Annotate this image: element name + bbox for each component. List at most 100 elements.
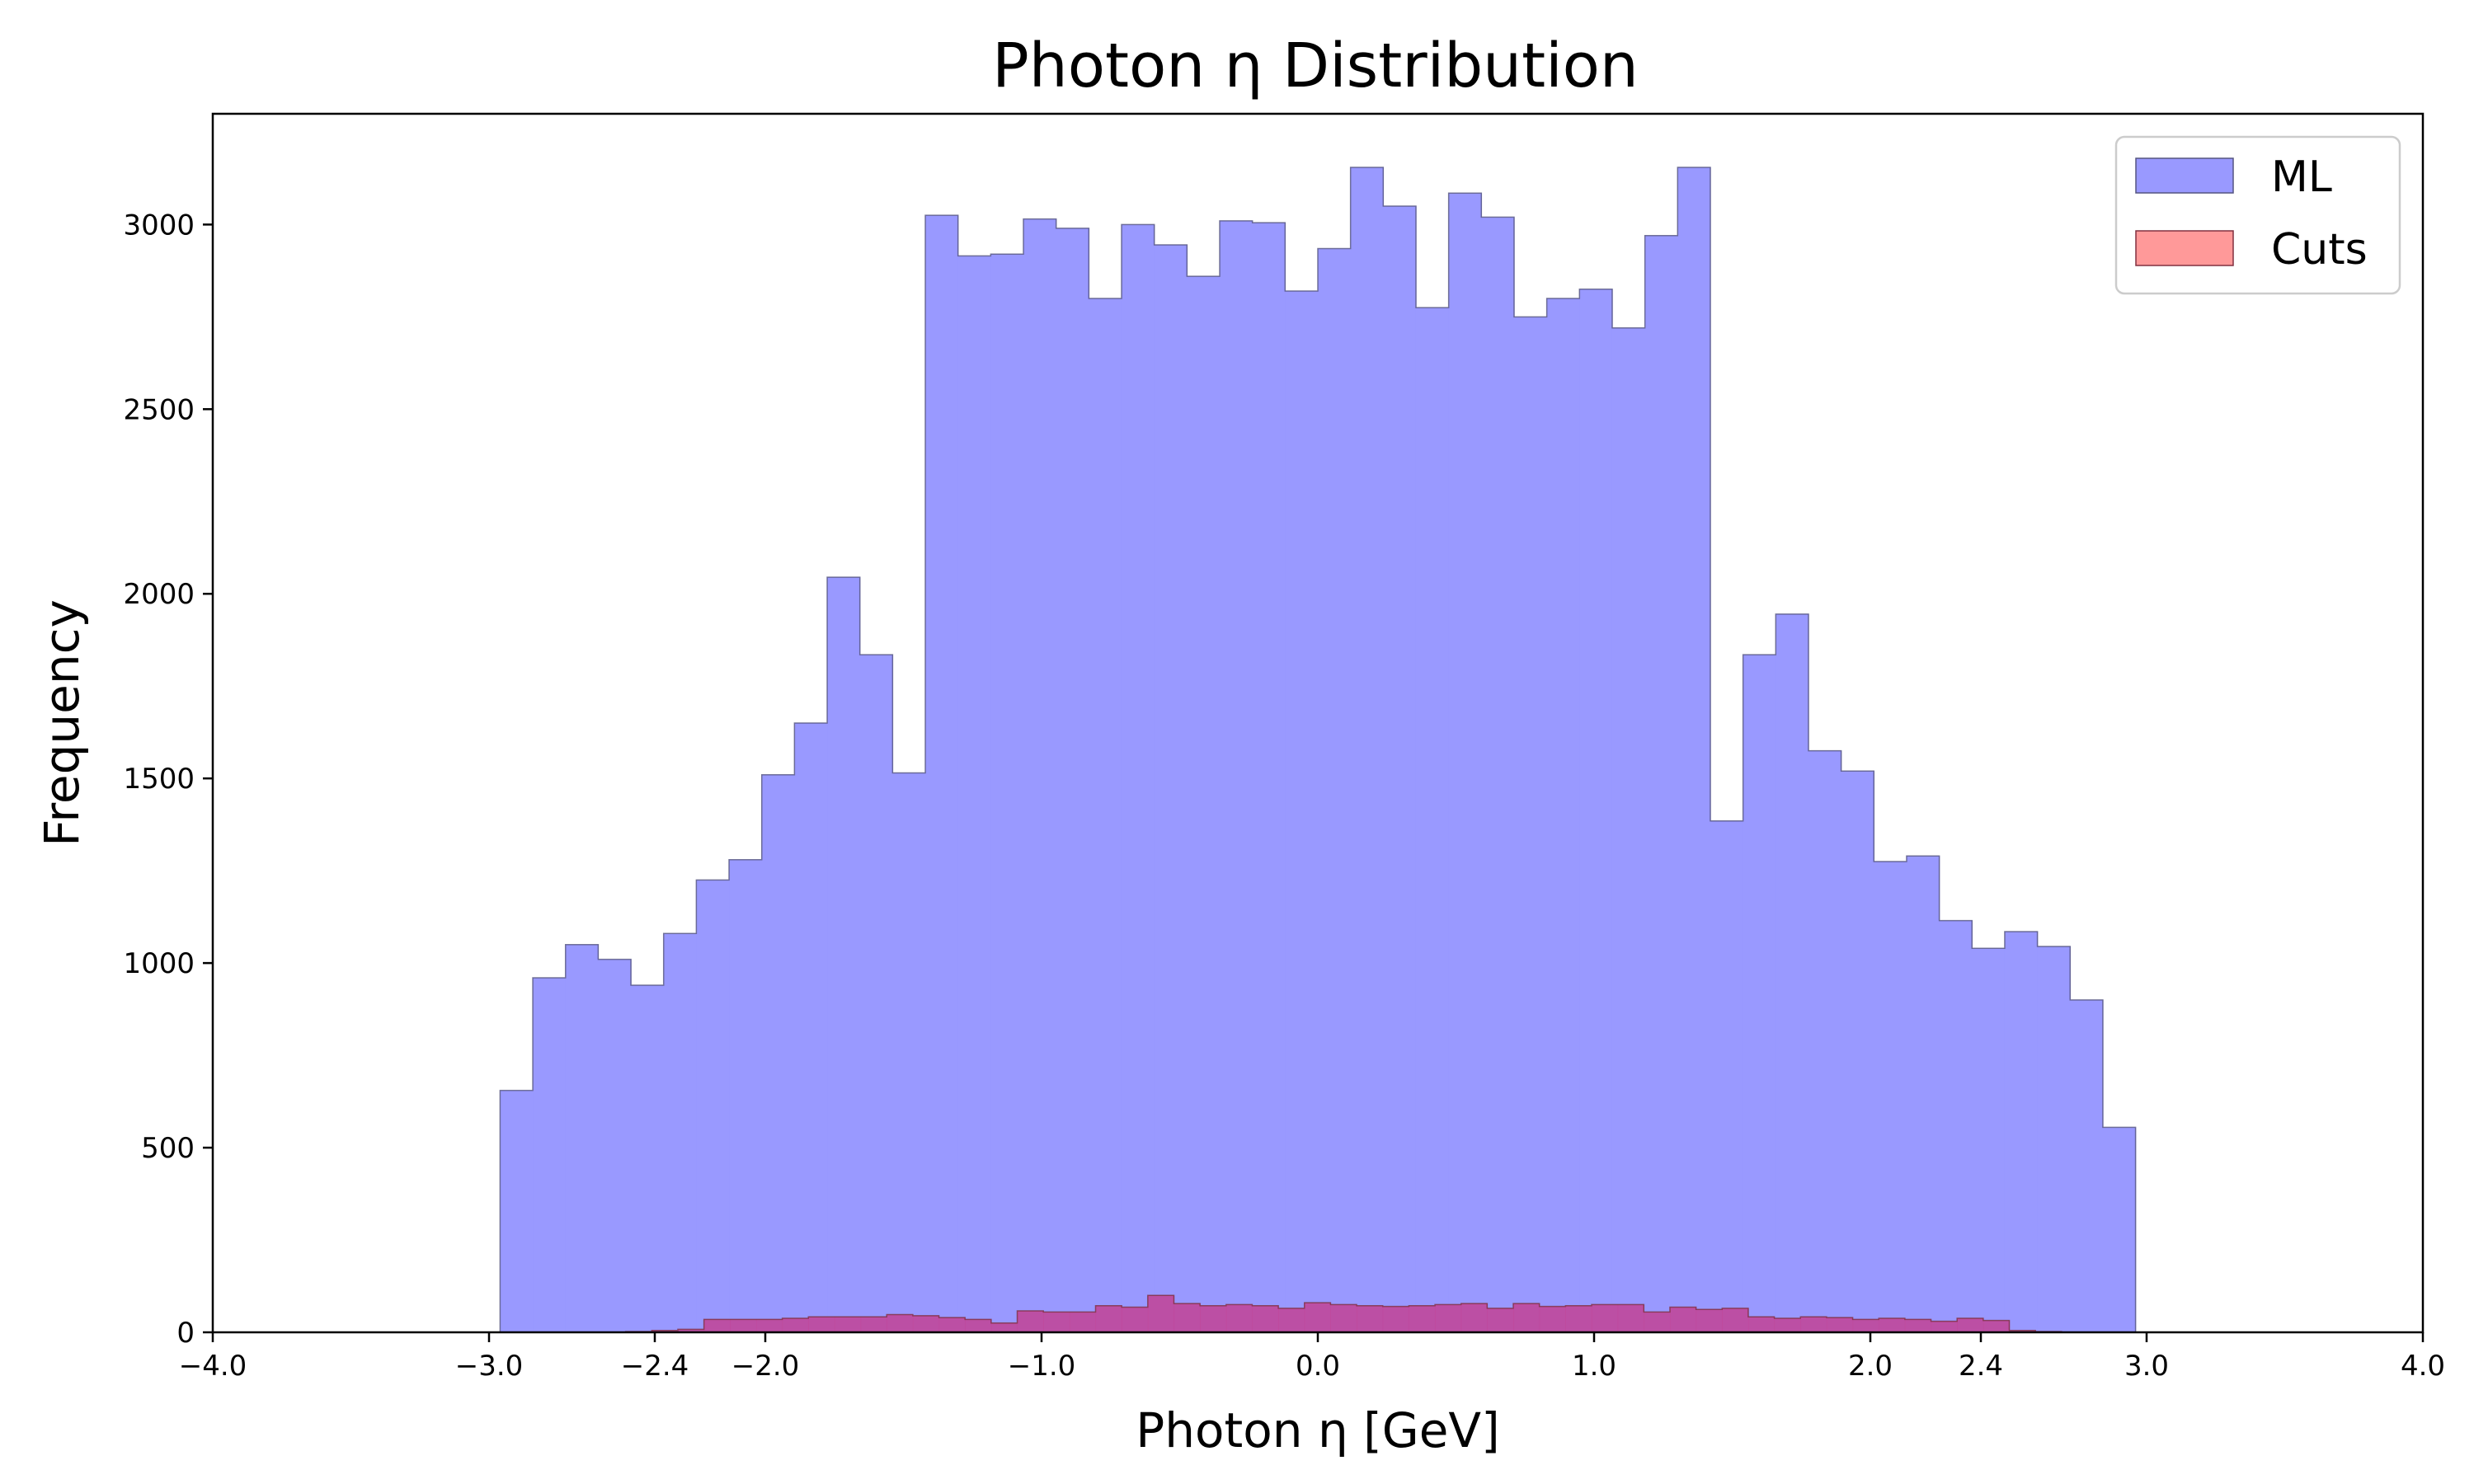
histogram-bar (1539, 1306, 1566, 1332)
histogram-bar (1776, 613, 1809, 1332)
y-axis-label: Frequency (34, 599, 90, 847)
histogram-bar (1017, 1311, 1044, 1332)
histogram-bar (2102, 1127, 2137, 1332)
histogram-bar (1611, 327, 1646, 1333)
histogram-bar (1513, 1303, 1540, 1332)
histogram-bar (1710, 820, 1744, 1332)
histogram-bar (1800, 1317, 1827, 1332)
histogram-bar (1487, 1308, 1514, 1332)
histogram-bar (1644, 235, 1678, 1332)
histogram-bar (533, 978, 567, 1332)
histogram-bar (1252, 1305, 1279, 1332)
x-tick-label: −1.0 (1008, 1350, 1076, 1383)
histogram-bar (703, 1319, 731, 1332)
histogram-bar (1722, 1308, 1749, 1332)
histogram-bar (1591, 1304, 1619, 1332)
y-tick-label: 2000 (123, 578, 195, 611)
series-cuts (600, 1294, 2062, 1333)
histogram-bar (965, 1319, 992, 1332)
y-tick-label: 3000 (123, 209, 195, 242)
histogram-bar (990, 1322, 1018, 1332)
histogram-bar (1743, 655, 1776, 1332)
histogram-bar (1808, 750, 1842, 1332)
histogram-bar (1304, 1303, 1332, 1332)
histogram-bar (1677, 167, 1711, 1333)
histogram-bar (925, 215, 959, 1333)
legend-swatch-cuts (2135, 230, 2234, 266)
histogram-bar (1565, 1305, 1592, 1332)
histogram-bar (1982, 1320, 2011, 1332)
histogram-bar (1285, 290, 1319, 1332)
legend-label-ml: ML (2271, 153, 2332, 202)
histogram-bar (1147, 1295, 1175, 1332)
histogram-bar (1095, 1305, 1122, 1332)
histogram-bar (1852, 1319, 1879, 1332)
histogram-bar (859, 655, 893, 1332)
histogram-bar (1220, 220, 1253, 1332)
y-tick-label: 1000 (123, 947, 195, 980)
x-tick-label: −4.0 (179, 1350, 247, 1383)
histogram-bar (990, 254, 1024, 1332)
histogram-bar (1939, 920, 1973, 1332)
histogram-bar (2037, 946, 2071, 1332)
histogram-bar (808, 1317, 835, 1332)
histogram-bar (1187, 276, 1221, 1333)
histogram-bar (1931, 1321, 1958, 1332)
histogram-bar (631, 984, 665, 1332)
histogram-bar (1435, 1304, 1462, 1332)
histogram-bar (1957, 1317, 1984, 1332)
histogram-bar (1409, 1305, 1436, 1332)
histogram-bar (1879, 1317, 1906, 1332)
histogram-bar (827, 577, 861, 1332)
histogram-bar (1122, 224, 1155, 1332)
histogram-bar (761, 774, 795, 1332)
y-tick-label: 2500 (123, 393, 195, 426)
y-axis-ticks: 0 500 1000 1500 2000 2500 3000 (123, 209, 213, 1350)
histogram-bar (1696, 1309, 1723, 1332)
histogram-bar (1174, 1303, 1201, 1332)
histogram-bar (1644, 1312, 1671, 1332)
x-axis-label: Photon η [GeV] (1136, 1402, 1499, 1458)
y-tick-label: 0 (176, 1317, 195, 1350)
histogram-bar (1546, 298, 1580, 1332)
histogram-bar (2004, 932, 2039, 1332)
histogram-bar (1330, 1304, 1357, 1332)
histogram-bar (677, 1329, 705, 1332)
x-tick-label: 4.0 (2401, 1350, 2445, 1383)
histogram-bar (730, 1319, 757, 1332)
histogram-bar (1383, 205, 1417, 1332)
histogram-bar (1874, 861, 1907, 1332)
histogram-bar (1747, 1317, 1776, 1332)
series-outline (600, 1294, 2062, 1333)
plot-frame (211, 112, 2425, 1334)
histogram-bar (1669, 1307, 1697, 1332)
histogram-bar (1154, 244, 1188, 1333)
histogram-bar (1904, 1319, 1932, 1332)
histogram-bar (912, 1315, 940, 1332)
x-tick-label: 1.0 (1572, 1350, 1616, 1383)
x-tick-label: 2.0 (1848, 1350, 1893, 1383)
series-outline (499, 167, 2137, 1332)
histogram-bar (892, 773, 926, 1332)
histogram-bar (1415, 308, 1450, 1332)
histogram-bar (1826, 1317, 1854, 1332)
histogram-bar (1617, 1304, 1644, 1332)
histogram-bar (1350, 167, 1384, 1333)
legend-swatch-ml (2135, 157, 2234, 194)
histogram-bar (887, 1314, 914, 1332)
x-tick-label: 2.4 (1959, 1350, 2003, 1383)
x-tick-label: −2.4 (621, 1350, 689, 1383)
histogram-bar (834, 1317, 862, 1332)
series-ml (499, 167, 2137, 1333)
histogram-bar (1513, 317, 1548, 1332)
legend: ML Cuts (2114, 135, 2401, 295)
histogram-bar (860, 1317, 887, 1332)
x-tick-label: −2.0 (731, 1350, 800, 1383)
histogram-bar (755, 1319, 783, 1332)
histogram-bar (696, 880, 730, 1332)
histogram-bar (1225, 1304, 1253, 1332)
x-tick-label: 0.0 (1296, 1350, 1340, 1383)
histogram-bar (598, 959, 632, 1332)
histogram-bar (2070, 999, 2104, 1332)
